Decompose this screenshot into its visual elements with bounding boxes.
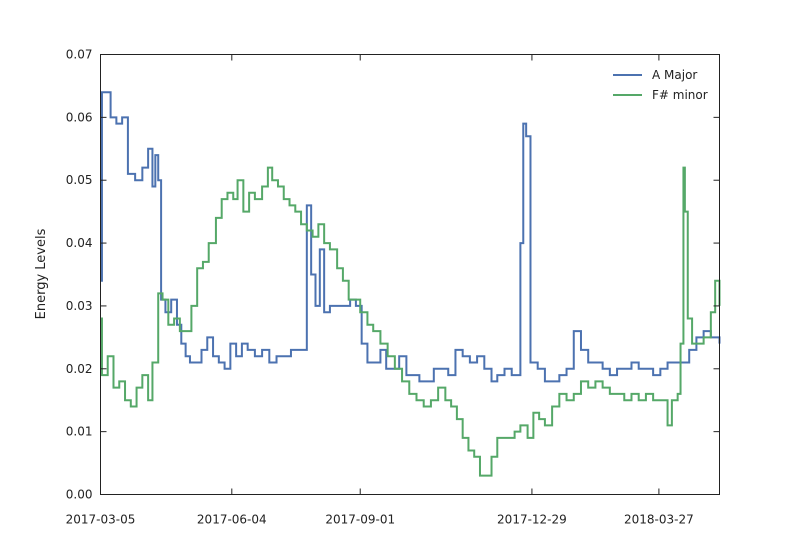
y-tick-label: 0.01	[66, 425, 93, 439]
x-tick-label: 2018-03-27	[624, 513, 694, 527]
y-tick-label: 0.04	[66, 236, 93, 250]
y-tick-label: 0.03	[66, 299, 93, 313]
y-axis: 0.00 0.01 0.02 0.03 0.04 0.05 0.06 0.07	[66, 48, 720, 502]
legend-label-a-major: A Major	[652, 68, 697, 82]
plot-frame	[100, 54, 720, 495]
series-layer	[100, 91, 721, 477]
x-tick-label: 2017-03-05	[66, 513, 136, 527]
x-tick-label: 2017-12-29	[497, 513, 567, 527]
y-tick-label: 0.00	[66, 488, 93, 502]
y-tick-label: 0.05	[66, 173, 93, 187]
x-axis: 2017-03-05 2017-06-04 2017-09-01 2017-12-29…	[66, 54, 694, 527]
legend-label-f-sharp-minor: F# minor	[652, 88, 708, 102]
legend: A Major F# minor	[613, 68, 708, 102]
x-tick-label: 2017-06-04	[197, 513, 267, 527]
y-axis-label: Energy Levels	[34, 228, 49, 319]
y-tick-label: 0.06	[66, 110, 93, 124]
y-tick-label: 0.07	[66, 48, 93, 62]
x-tick-label: 2017-09-01	[325, 513, 395, 527]
series-line-f-sharp-minor	[100, 166, 721, 477]
series-line-a-major	[100, 91, 721, 383]
y-tick-label: 0.02	[66, 362, 93, 376]
